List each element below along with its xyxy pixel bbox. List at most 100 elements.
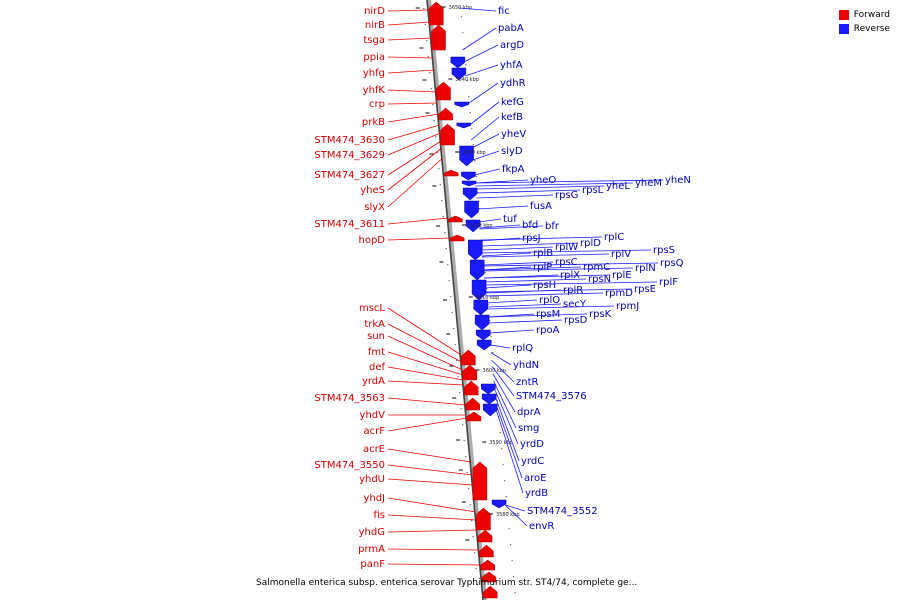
- forward-feature: [463, 380, 479, 396]
- forward-gene-label: ppia: [363, 52, 385, 63]
- forward-gene-label: fis: [373, 510, 385, 521]
- forward-feature: [476, 507, 491, 531]
- ruler-dot: [456, 360, 458, 362]
- reverse-gene-label: kefG: [501, 97, 524, 108]
- reverse-label-leader: [483, 267, 634, 272]
- reverse-gene-label: rpmD: [605, 288, 633, 299]
- reverse-gene-label: smg: [518, 423, 539, 434]
- reverse-feature: [481, 383, 496, 395]
- reverse-feature: [451, 67, 467, 81]
- reverse-label-leader: [475, 185, 605, 190]
- ruler-dot: [480, 224, 482, 226]
- legend: Forward Reverse: [838, 9, 890, 37]
- reverse-gene-label: secY: [563, 299, 587, 310]
- reverse-gene-label: yheO: [530, 175, 556, 186]
- forward-label-leader: [387, 37, 432, 41]
- forward-gene-label: STM474_3630: [314, 135, 385, 146]
- reverse-label-leader: [469, 101, 500, 126]
- reverse-gene-label: yrdD: [520, 439, 544, 450]
- reverse-feature: [491, 499, 507, 509]
- ruler-dot: [502, 464, 504, 466]
- forward-label-leader: [387, 397, 466, 406]
- forward-label-leader: [387, 140, 442, 176]
- reverse-label-leader: [486, 303, 562, 308]
- ruler-dot: [442, 216, 444, 218]
- forward-label-leader: [387, 497, 476, 513]
- reverse-gene-label: yheV: [501, 129, 526, 140]
- reverse-label-leader: [488, 319, 563, 324]
- scale-tick-label: 3620 kbp: [469, 223, 493, 229]
- ruler-dot: [511, 560, 513, 562]
- reverse-gene-label: rpsS: [653, 245, 675, 256]
- forward-label-leader: [387, 380, 464, 386]
- scale-tick-label: 3630 kbp: [462, 150, 486, 156]
- reverse-gene-label: yhdN: [513, 360, 539, 371]
- forward-feature: [461, 349, 476, 366]
- reverse-feature: [464, 200, 479, 219]
- forward-label-leader: [387, 323, 462, 363]
- forward-gene-label: STM474_3563: [314, 393, 385, 404]
- forward-label-leader: [387, 478, 474, 486]
- reverse-gene-label: envR: [529, 521, 554, 532]
- scale-tick-label: 3600 kbp: [483, 368, 507, 374]
- forward-gene-label: panF: [360, 559, 385, 570]
- forward-label-leader: [387, 9, 429, 12]
- reverse-feature: [476, 339, 492, 351]
- reverse-label-leader: [470, 116, 500, 141]
- ruler-dot: [474, 552, 476, 554]
- forward-gene-label: acrF: [364, 426, 386, 437]
- forward-label-leader: [387, 417, 468, 432]
- reverse-feature: [461, 180, 477, 187]
- reverse-gene-label: rpsK: [589, 309, 612, 320]
- ruler-dot: [453, 328, 455, 330]
- reverse-gene-label: yheM: [635, 178, 662, 189]
- ruler-dot: [468, 488, 470, 490]
- reverse-label-leader: [481, 246, 554, 251]
- forward-gene-label: yhdV: [360, 410, 386, 421]
- ruler-dot: [466, 472, 468, 474]
- reverse-label-leader: [484, 284, 532, 289]
- forward-gene-label: hopD: [358, 235, 385, 246]
- reverse-swatch: [838, 24, 849, 34]
- ruler-dot: [505, 496, 507, 498]
- forward-label-leader: [387, 448, 472, 463]
- forward-label-leader: [387, 113, 439, 123]
- reverse-gene-label: rpsN: [588, 274, 611, 285]
- reverse-label-leader: [471, 133, 500, 149]
- reverse-gene-label: rpsM: [536, 309, 560, 320]
- reverse-gene-label: rpmJ: [616, 301, 639, 312]
- forward-gene-label: nirD: [364, 6, 385, 17]
- reverse-gene-label: rplE: [612, 270, 632, 281]
- reverse-label-leader: [484, 278, 587, 283]
- forward-gene-label: yhdG: [359, 527, 385, 538]
- forward-feature: [440, 123, 455, 146]
- forward-feature: [431, 24, 446, 51]
- forward-gene-label: slyX: [364, 202, 385, 213]
- forward-labels: nirD nirB tsga ppia yhfg yhfK crp prkB STM474_36…: [314, 6, 481, 570]
- reverse-label-leader: [480, 242, 579, 247]
- ruler-dot: [438, 168, 440, 170]
- reverse-label-leader: [478, 218, 502, 223]
- reverse-label-leader: [483, 274, 611, 279]
- reverse-label-leader: [485, 292, 604, 297]
- reverse-gene-label: rplD: [580, 238, 601, 249]
- reverse-feature: [456, 122, 471, 129]
- reverse-feature: [454, 101, 470, 108]
- reverse-gene-label: yheN: [665, 175, 691, 186]
- forward-feature: [477, 529, 493, 543]
- reverse-label-leader: [481, 253, 610, 258]
- forward-feature: [438, 107, 453, 121]
- forward-feature: [448, 215, 463, 223]
- reverse-gene-label: rpsQ: [660, 258, 684, 269]
- forward-label-leader: [387, 89, 437, 93]
- reverse-gene-label: rplO: [539, 295, 560, 306]
- reverse-gene-label: bfd: [522, 220, 538, 231]
- forward-label-leader: [387, 237, 451, 241]
- reverse-label-leader: [463, 44, 499, 63]
- reverse-label-leader: [464, 64, 499, 77]
- reverse-gene-label: fkpA: [502, 164, 525, 175]
- reverse-feature: [471, 279, 487, 301]
- ruler-dot: [501, 448, 503, 450]
- reverse-label-leader: [472, 150, 500, 161]
